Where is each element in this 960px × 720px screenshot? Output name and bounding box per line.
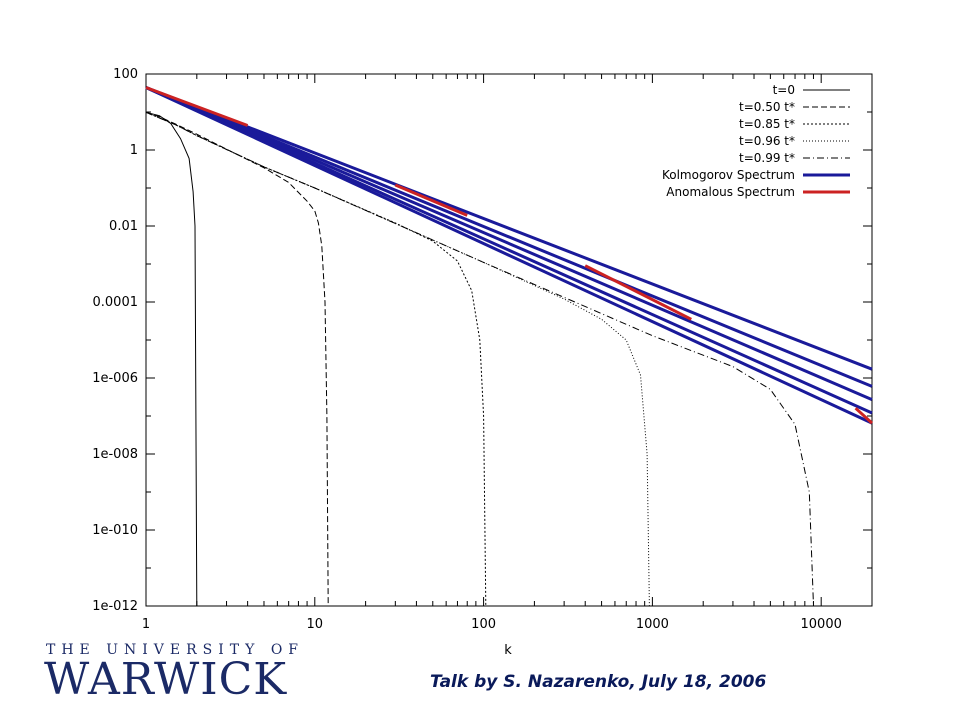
legend-label: t=0.85 t* <box>739 117 795 131</box>
y-tick-label: 1e-006 <box>92 371 138 386</box>
talk-credit: Talk by S. Nazarenko, July 18, 2006 <box>430 672 767 692</box>
y-tick-label: 1e-008 <box>92 447 138 462</box>
kolmogorov-spectrum-line <box>145 86 873 415</box>
series-line <box>145 111 650 607</box>
legend-label: Kolmogorov Spectrum <box>662 168 795 182</box>
legend-label: t=0.96 t* <box>739 134 795 148</box>
y-ticks: 100 1 0.01 0.0001 1e-006 1e-008 1e-010 1e-012 <box>92 67 872 614</box>
legend-label: t=0 <box>773 83 795 97</box>
anomalous-spectrum-base-line <box>145 86 873 425</box>
y-tick-label: 0.01 <box>109 219 138 234</box>
legend-label: t=0.50 t* <box>739 100 795 114</box>
kolmogorov-spectrum-line <box>145 86 873 371</box>
anomalous-spectrum-segment <box>584 264 692 321</box>
legend: t=0 t=0.50 t* t=0.85 t* t=0.96 t* t=0.99 t* K… <box>662 83 850 199</box>
kolmogorov-spectrum-line <box>145 86 873 388</box>
university-logo-small: THE UNIVERSITY OF <box>46 642 305 658</box>
anomalous-spectrum-segment <box>854 407 874 425</box>
kolmogorov-spectrum-line <box>145 86 873 401</box>
x-tick-label: 10 <box>307 617 324 632</box>
series-line <box>145 111 329 607</box>
x-ticks: 1 10 100 1000 10000 <box>142 74 873 632</box>
y-tick-label: 1e-012 <box>92 599 138 614</box>
anomalous-spectrum-segment <box>394 183 468 217</box>
x-axis-label: k <box>504 643 512 658</box>
y-tick-label: 100 <box>113 67 138 82</box>
y-tick-label: 1e-010 <box>92 523 138 538</box>
series-line <box>145 111 198 607</box>
anomalous-spectrum-segment <box>145 86 249 127</box>
y-tick-label: 0.0001 <box>93 295 139 310</box>
series-line <box>145 111 487 607</box>
legend-label: Anomalous Spectrum <box>666 185 795 199</box>
legend-label: t=0.99 t* <box>739 151 795 165</box>
series-layer <box>145 86 874 607</box>
x-tick-label: 10000 <box>801 617 842 632</box>
x-tick-label: 100 <box>471 617 496 632</box>
x-tick-label: 1 <box>142 617 150 632</box>
x-tick-label: 1000 <box>636 617 669 632</box>
y-tick-label: 1 <box>130 143 138 158</box>
university-logo-big: WARWICK <box>44 654 288 705</box>
